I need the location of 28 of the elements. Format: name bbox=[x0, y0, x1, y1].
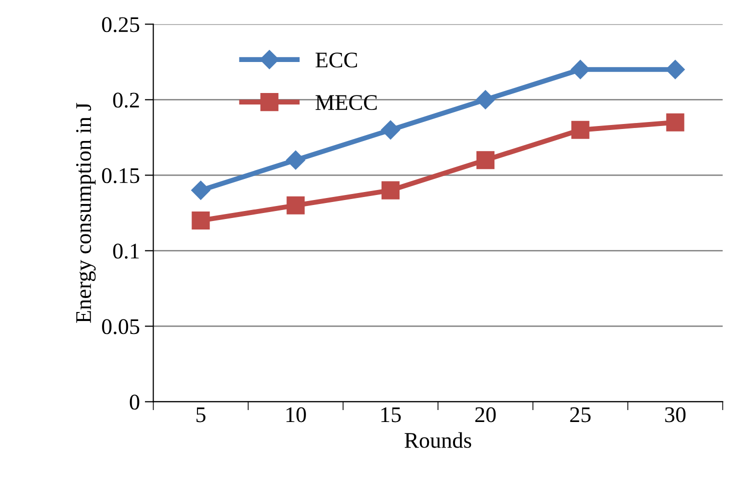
x-tick-label: 15 bbox=[381, 407, 401, 422]
y-tick-label: 0.05 bbox=[102, 319, 140, 334]
y-tick-label: 0.15 bbox=[102, 168, 140, 184]
point bbox=[381, 120, 400, 140]
point bbox=[476, 90, 495, 110]
point bbox=[666, 60, 685, 80]
point bbox=[666, 113, 684, 132]
x-tick-label: 5 bbox=[196, 407, 206, 422]
x-tick-label: 30 bbox=[665, 407, 686, 422]
x-tick-label: 10 bbox=[286, 407, 306, 422]
x-axis-title: Rounds bbox=[404, 432, 472, 448]
point bbox=[571, 120, 590, 139]
point bbox=[191, 180, 210, 200]
y-axis-title: Energy consumption in J bbox=[76, 102, 96, 323]
y-tick-label: 0.25 bbox=[102, 17, 140, 32]
point bbox=[382, 181, 400, 200]
x-tick-label: 20 bbox=[475, 407, 496, 422]
point bbox=[570, 60, 590, 80]
y-tick-label: 0.2 bbox=[113, 92, 139, 108]
point bbox=[192, 211, 210, 230]
point bbox=[286, 150, 306, 170]
point bbox=[476, 151, 494, 170]
legend-label: ECC bbox=[316, 52, 357, 68]
x-tick-label: 25 bbox=[570, 407, 591, 422]
legend-label: MECC bbox=[316, 95, 377, 110]
y-tick-label: 0 bbox=[130, 394, 140, 410]
y-tick-label: 0.1 bbox=[113, 244, 139, 259]
point bbox=[286, 196, 305, 214]
